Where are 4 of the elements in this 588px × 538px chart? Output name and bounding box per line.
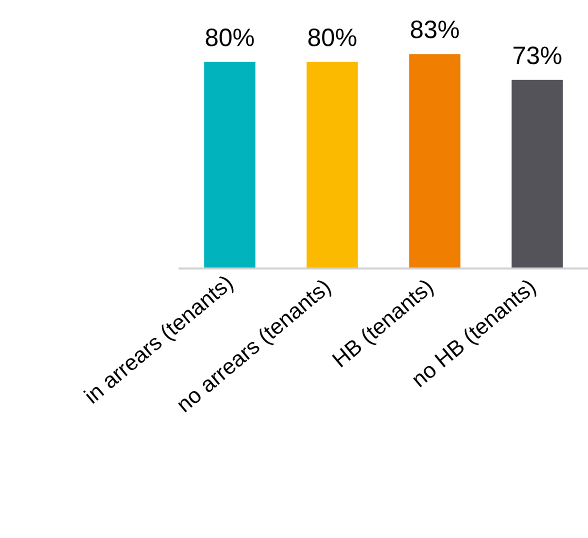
data-label: 80% — [204, 24, 255, 52]
data-label: 83% — [410, 16, 460, 44]
data-label: 73% — [512, 42, 562, 70]
data-label: 80% — [307, 24, 358, 52]
